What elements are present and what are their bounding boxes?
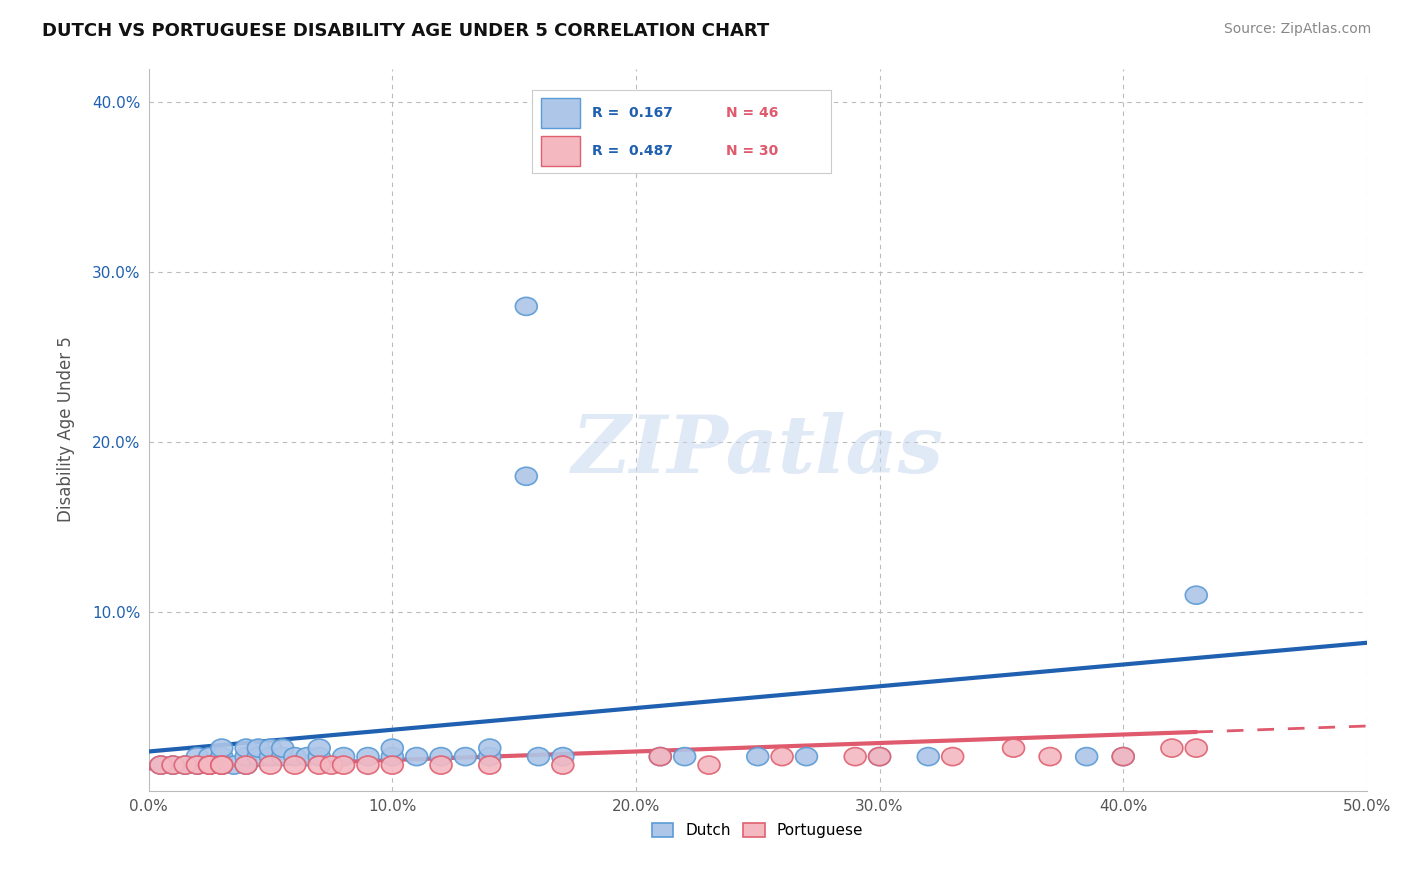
Ellipse shape: [479, 739, 501, 757]
Ellipse shape: [235, 739, 257, 757]
Ellipse shape: [869, 747, 890, 765]
Text: ZIPatlas: ZIPatlas: [572, 412, 943, 490]
Ellipse shape: [297, 747, 318, 765]
Ellipse shape: [150, 756, 172, 774]
Ellipse shape: [770, 747, 793, 765]
Ellipse shape: [1002, 739, 1025, 757]
Ellipse shape: [174, 756, 197, 774]
Ellipse shape: [211, 756, 233, 774]
Ellipse shape: [650, 747, 671, 765]
Ellipse shape: [333, 756, 354, 774]
Ellipse shape: [527, 747, 550, 765]
Ellipse shape: [673, 747, 696, 765]
Ellipse shape: [697, 756, 720, 774]
Ellipse shape: [308, 747, 330, 765]
Ellipse shape: [198, 756, 221, 774]
Ellipse shape: [198, 756, 221, 774]
Ellipse shape: [187, 756, 208, 774]
Ellipse shape: [917, 747, 939, 765]
Ellipse shape: [284, 756, 307, 774]
Ellipse shape: [235, 747, 257, 765]
Ellipse shape: [211, 756, 233, 774]
Ellipse shape: [747, 747, 769, 765]
Ellipse shape: [187, 747, 208, 765]
Ellipse shape: [162, 756, 184, 774]
Ellipse shape: [1076, 747, 1098, 765]
Ellipse shape: [235, 756, 257, 774]
Ellipse shape: [260, 756, 281, 774]
Legend: Dutch, Portuguese: Dutch, Portuguese: [645, 816, 869, 845]
Ellipse shape: [1185, 586, 1208, 604]
Ellipse shape: [553, 756, 574, 774]
Ellipse shape: [430, 756, 451, 774]
Ellipse shape: [1161, 739, 1182, 757]
Ellipse shape: [357, 747, 378, 765]
Ellipse shape: [198, 747, 221, 765]
Ellipse shape: [271, 739, 294, 757]
Ellipse shape: [187, 756, 208, 774]
Ellipse shape: [479, 756, 501, 774]
Ellipse shape: [381, 739, 404, 757]
Text: Source: ZipAtlas.com: Source: ZipAtlas.com: [1223, 22, 1371, 37]
Ellipse shape: [454, 747, 477, 765]
Ellipse shape: [284, 747, 307, 765]
Ellipse shape: [406, 747, 427, 765]
Ellipse shape: [844, 747, 866, 765]
Ellipse shape: [211, 756, 233, 774]
Ellipse shape: [260, 747, 281, 765]
Ellipse shape: [260, 739, 281, 757]
Text: DUTCH VS PORTUGUESE DISABILITY AGE UNDER 5 CORRELATION CHART: DUTCH VS PORTUGUESE DISABILITY AGE UNDER…: [42, 22, 769, 40]
Y-axis label: Disability Age Under 5: Disability Age Under 5: [58, 336, 75, 523]
Ellipse shape: [247, 747, 270, 765]
Ellipse shape: [150, 756, 172, 774]
Ellipse shape: [211, 739, 233, 757]
Ellipse shape: [308, 739, 330, 757]
Ellipse shape: [1185, 739, 1208, 757]
Ellipse shape: [479, 747, 501, 765]
Ellipse shape: [321, 756, 343, 774]
Ellipse shape: [308, 756, 330, 774]
Ellipse shape: [1112, 747, 1135, 765]
Ellipse shape: [516, 467, 537, 485]
Ellipse shape: [333, 747, 354, 765]
Ellipse shape: [381, 747, 404, 765]
Ellipse shape: [869, 747, 890, 765]
Ellipse shape: [198, 756, 221, 774]
Ellipse shape: [174, 756, 197, 774]
Ellipse shape: [430, 747, 451, 765]
Ellipse shape: [162, 756, 184, 774]
Ellipse shape: [553, 747, 574, 765]
Ellipse shape: [1039, 747, 1062, 765]
Ellipse shape: [235, 756, 257, 774]
Ellipse shape: [211, 747, 233, 765]
Ellipse shape: [381, 756, 404, 774]
Ellipse shape: [796, 747, 817, 765]
Ellipse shape: [357, 756, 378, 774]
Ellipse shape: [247, 739, 270, 757]
Ellipse shape: [1112, 747, 1135, 765]
Ellipse shape: [942, 747, 963, 765]
Ellipse shape: [516, 297, 537, 316]
Ellipse shape: [271, 747, 294, 765]
Ellipse shape: [224, 756, 245, 774]
Ellipse shape: [650, 747, 671, 765]
